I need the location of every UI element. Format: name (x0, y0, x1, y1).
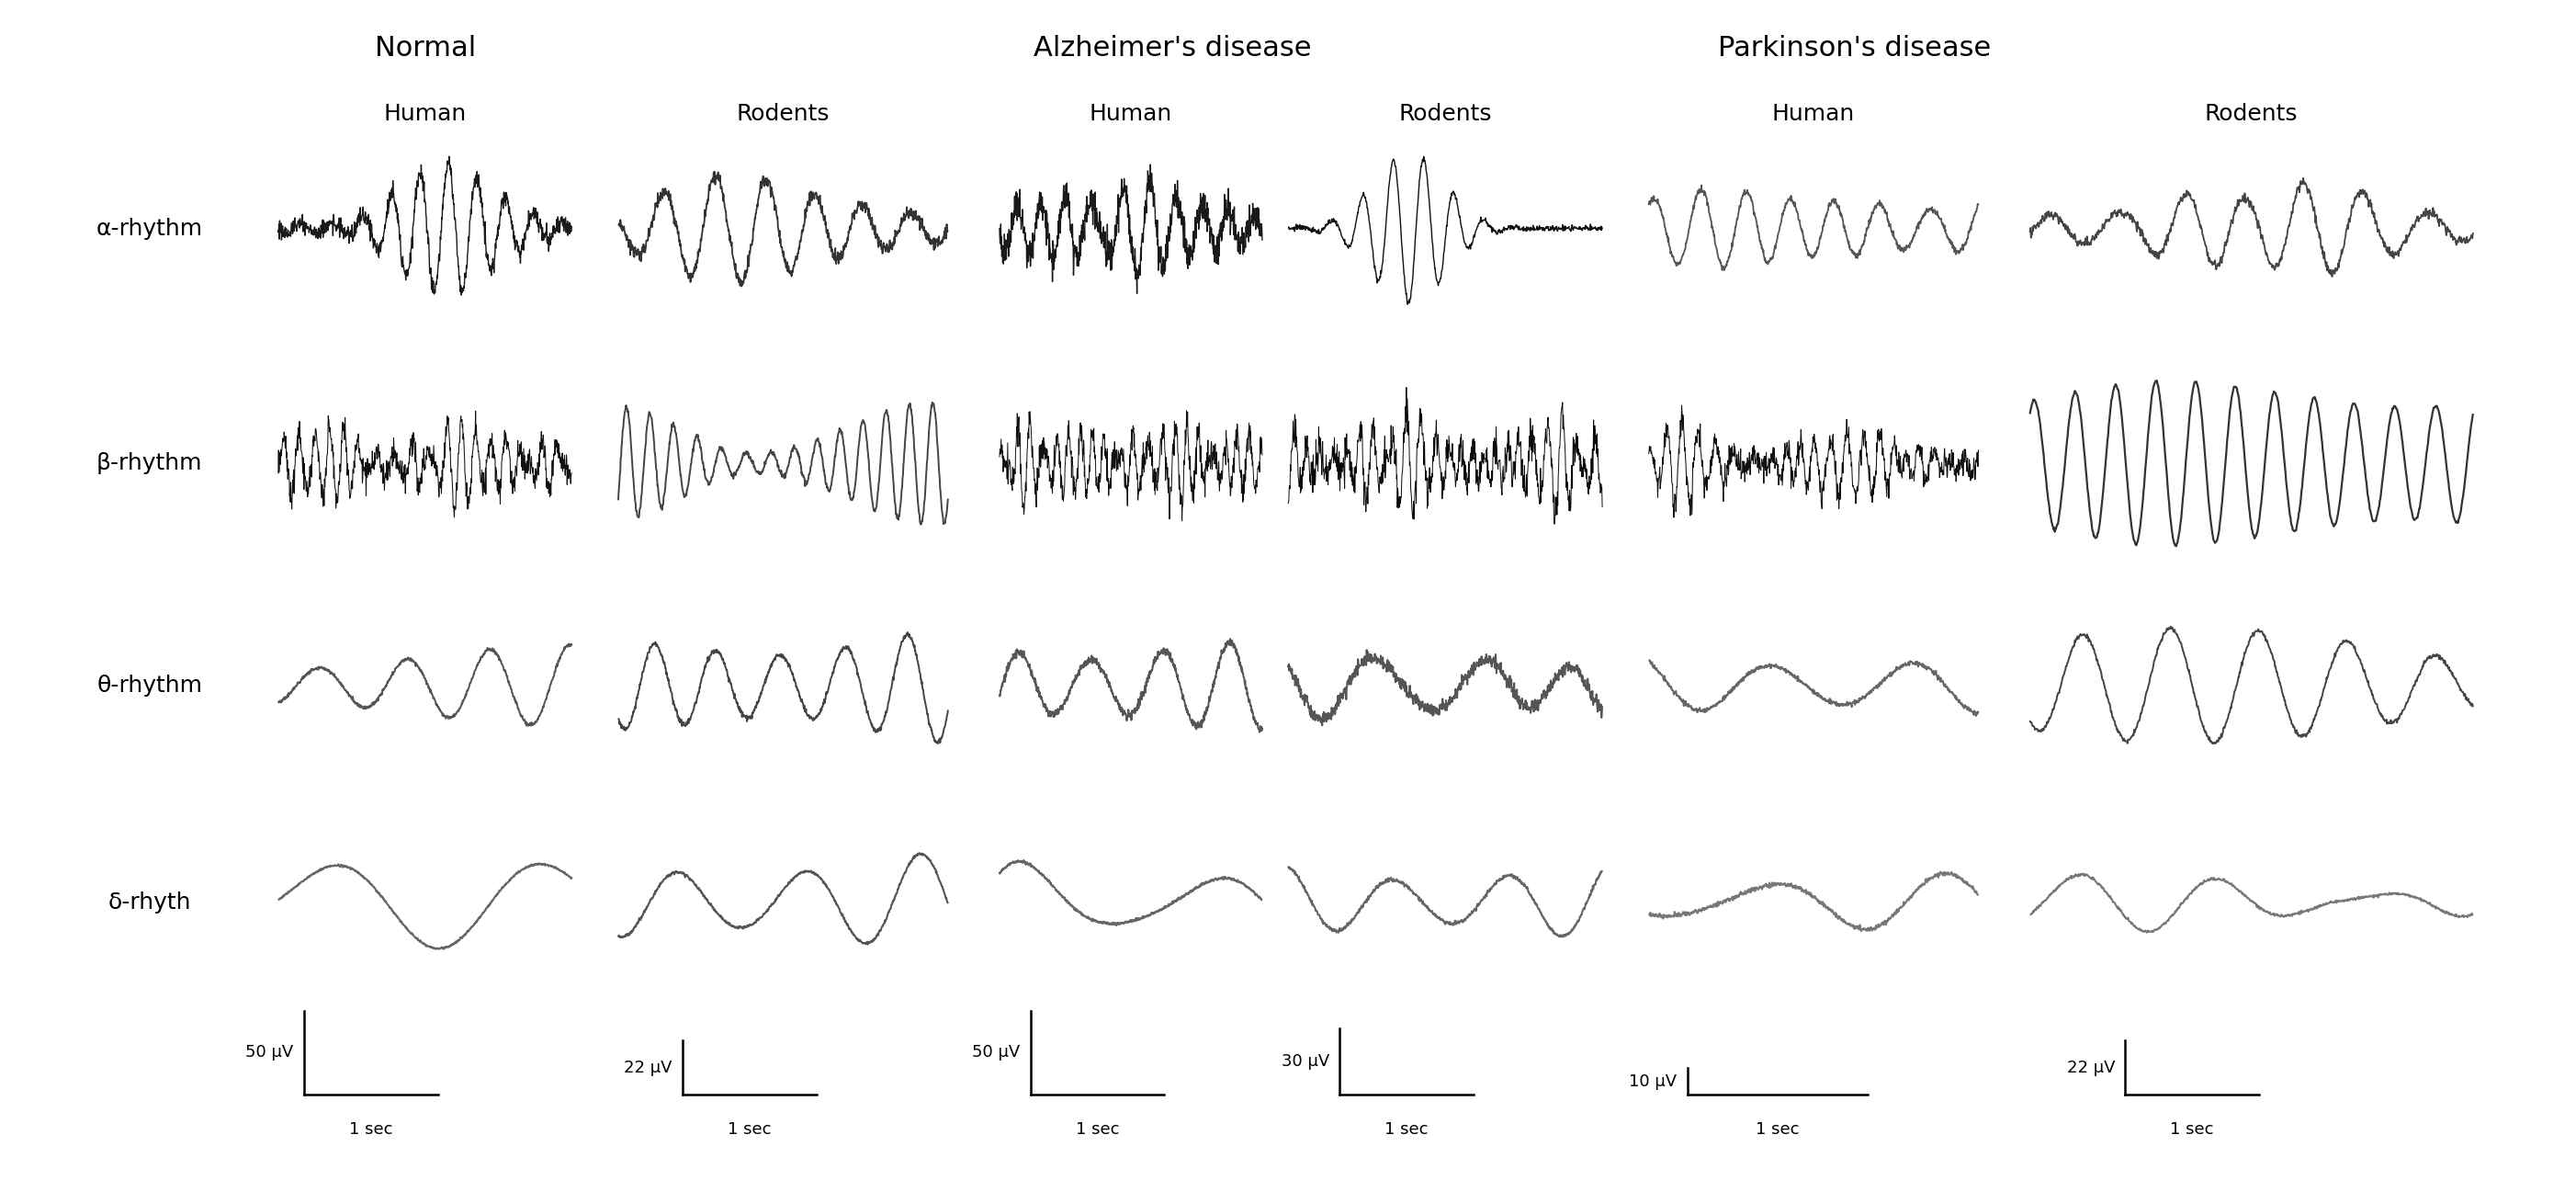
Text: 1 sec: 1 sec (1757, 1121, 1798, 1138)
Text: 1 sec: 1 sec (350, 1121, 392, 1138)
Text: δ-rhyth: δ-rhyth (108, 891, 191, 913)
Text: Rodents: Rodents (2205, 103, 2298, 125)
Text: Rodents: Rodents (1399, 103, 1492, 125)
Text: β-rhythm: β-rhythm (95, 452, 204, 474)
Text: Human: Human (1772, 103, 1855, 125)
Text: 22 μV: 22 μV (623, 1060, 672, 1075)
Text: Rodents: Rodents (737, 103, 829, 125)
Text: Parkinson's disease: Parkinson's disease (1718, 35, 1991, 61)
Text: 1 sec: 1 sec (1386, 1121, 1427, 1138)
Text: α-rhythm: α-rhythm (95, 218, 204, 239)
Text: 1 sec: 1 sec (729, 1121, 770, 1138)
Text: θ-rhythm: θ-rhythm (95, 675, 204, 697)
Text: 30 μV: 30 μV (1280, 1054, 1329, 1069)
Text: 1 sec: 1 sec (1077, 1121, 1118, 1138)
Text: 22 μV: 22 μV (2066, 1060, 2115, 1075)
Text: 1 sec: 1 sec (2172, 1121, 2213, 1138)
Text: Alzheimer's disease: Alzheimer's disease (1033, 35, 1311, 61)
Text: Human: Human (1090, 103, 1172, 125)
Text: Human: Human (384, 103, 466, 125)
Text: Normal: Normal (374, 35, 477, 61)
Text: 10 μV: 10 μV (1628, 1073, 1677, 1090)
Text: 50 μV: 50 μV (245, 1044, 294, 1061)
Text: 50 μV: 50 μV (971, 1044, 1020, 1061)
